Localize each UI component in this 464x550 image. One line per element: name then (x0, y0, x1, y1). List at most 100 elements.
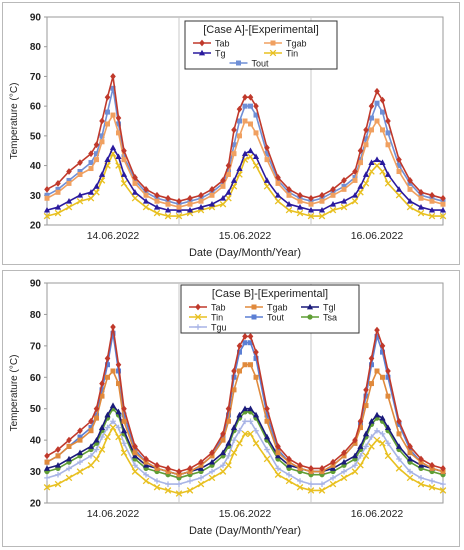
data-point-tgab (237, 133, 242, 139)
data-point-tout (231, 374, 237, 380)
data-point-tin (379, 168, 386, 175)
data-point-tgu (231, 437, 237, 443)
legend-swatch-marker (194, 313, 202, 321)
data-point-tin (186, 487, 194, 494)
data-point-tgu (407, 468, 413, 475)
data-point-tout (231, 142, 237, 148)
data-point-tgu (110, 418, 116, 425)
data-point-tab (236, 105, 243, 113)
data-point-tgu (429, 478, 435, 484)
data-point-tgab (264, 157, 270, 163)
data-point-tgu (308, 481, 314, 487)
data-point-tgl (208, 458, 216, 465)
data-point-tg (115, 153, 122, 160)
data-point-tab (44, 185, 50, 193)
data-point-tin (406, 203, 414, 211)
data-point-tgu (368, 434, 375, 440)
data-point-tab (357, 417, 364, 425)
data-point-tgab (385, 142, 391, 148)
data-point-tab (55, 446, 61, 453)
data-point-tin (274, 197, 282, 205)
data-point-tgl (219, 449, 227, 456)
data-point-tgab (275, 180, 281, 186)
data-point-tgl (120, 427, 128, 434)
series-line-tgab (46, 113, 444, 209)
data-point-tin (384, 452, 392, 460)
data-point-tin (307, 212, 315, 220)
series-line-tab (46, 76, 444, 203)
y-tick-label: 30 (30, 467, 42, 478)
data-point-tgab (396, 431, 402, 437)
y-tick-label: 90 (30, 279, 42, 290)
data-point-tgu (115, 424, 122, 431)
data-point-tgu (66, 465, 72, 472)
data-point-tgab (55, 453, 61, 459)
data-point-tgl (340, 458, 348, 465)
data-point-tout (242, 340, 248, 346)
legend-label: Tg (215, 49, 226, 59)
data-point-tg (98, 171, 106, 177)
y-tick-label: 70 (30, 341, 42, 352)
data-point-tgab (418, 195, 424, 201)
data-point-tgl (285, 462, 293, 468)
data-point-tab (225, 405, 232, 413)
data-point-tab (330, 458, 336, 466)
data-point-tin (340, 474, 348, 482)
data-point-tgl (54, 462, 62, 468)
data-point-tab (440, 465, 446, 472)
data-point-tout (88, 425, 94, 431)
data-point-tg (241, 150, 249, 157)
data-point-tgab (369, 381, 374, 387)
data-point-tab (110, 323, 116, 331)
data-point-tab (357, 147, 364, 155)
data-point-tgab (380, 374, 385, 380)
data-point-tin (285, 477, 293, 485)
data-point-tin (219, 468, 227, 475)
data-point-tgab (94, 415, 99, 421)
data-point-tgu (88, 453, 94, 459)
legend-label: Tout (252, 59, 270, 69)
x-tick-label: 14.06.2022 (87, 508, 140, 520)
data-point-tout (105, 362, 110, 368)
data-point-tab (242, 93, 248, 101)
data-point-tgl (329, 465, 337, 471)
data-point-tg (379, 159, 386, 165)
data-point-tin (225, 194, 232, 202)
data-point-tout (44, 192, 50, 198)
data-point-tgl (417, 462, 425, 468)
data-point-tin (120, 180, 128, 187)
data-point-tg (439, 206, 447, 213)
data-point-tgl (395, 443, 403, 449)
legend-swatch-marker (251, 304, 257, 310)
data-point-tout (242, 103, 248, 109)
data-point-tg (93, 183, 100, 189)
data-point-tab (418, 188, 424, 196)
data-point-tab (368, 102, 375, 110)
data-point-tgl (263, 433, 271, 440)
data-point-tin (373, 436, 381, 444)
data-point-tout (77, 434, 83, 440)
data-point-tgab (88, 166, 94, 172)
data-point-tgl (241, 405, 249, 412)
data-point-tin (175, 490, 183, 497)
data-point-tout (363, 136, 369, 142)
data-point-tg (351, 192, 359, 198)
data-point-tab (154, 191, 160, 199)
data-point-tg (395, 186, 403, 192)
data-point-tout (253, 112, 259, 118)
data-point-tout (226, 412, 231, 418)
data-point-tout (121, 412, 127, 418)
data-point-tgab (176, 204, 182, 210)
data-point-tout (116, 121, 121, 127)
series-line-tin (46, 151, 443, 217)
data-point-tab (247, 93, 254, 101)
data-point-tgab (358, 425, 363, 431)
data-point-tin (54, 480, 62, 488)
data-point-tgab (220, 183, 226, 189)
plot-area (46, 16, 444, 226)
data-point-tab (88, 417, 94, 425)
legend-swatch-marker (307, 314, 313, 320)
data-point-tgu (253, 427, 259, 434)
data-point-tout (94, 151, 99, 157)
data-point-tg (54, 203, 62, 210)
